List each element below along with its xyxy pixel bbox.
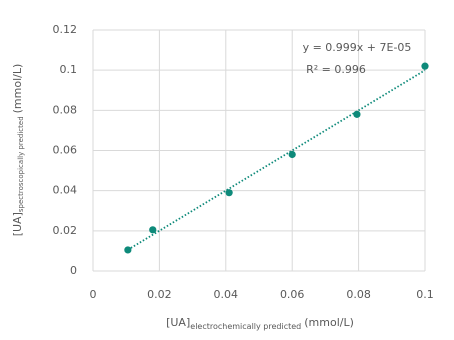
- x-tick-label: 0: [90, 288, 97, 301]
- y-tick-label: 0.06: [53, 144, 78, 157]
- data-point: [353, 110, 361, 118]
- x-label-sub: electrochemically predicted: [190, 322, 301, 331]
- y-tick-label: 0.08: [53, 103, 78, 116]
- x-tick-label: 0.08: [346, 288, 371, 301]
- y-label-main: [UA]: [11, 212, 24, 236]
- data-point: [149, 226, 157, 234]
- y-label-sub: spectroscopically predicted: [17, 116, 25, 212]
- y-tick-label: 0: [70, 264, 77, 277]
- data-point: [288, 150, 296, 159]
- x-axis-label: [UA]electrochemically predicted (mmol/L): [166, 316, 354, 331]
- y-tick-label: 0.12: [53, 23, 78, 36]
- y-tick-label: 0.04: [53, 184, 78, 197]
- x-tick-label: 0.02: [147, 288, 172, 301]
- y-tick-label: 0.1: [60, 63, 78, 76]
- x-tick-label: 0.04: [214, 288, 239, 301]
- y-tick-label: 0.02: [53, 224, 78, 237]
- y-axis-label: [UA]spectroscopically predicted (mmol/L): [11, 64, 25, 237]
- data-point: [225, 189, 233, 197]
- x-tick-label: 0.1: [416, 288, 434, 301]
- y-label-unit: (mmol/L): [11, 64, 24, 114]
- x-tick-label: 0.06: [280, 288, 305, 301]
- trendline: [127, 69, 426, 251]
- x-label-unit: (mmol/L): [304, 316, 354, 329]
- x-label-main: [UA]: [166, 316, 190, 329]
- r-squared: R² = 0.996: [306, 63, 366, 76]
- trend-equation: y = 0.999x + 7E-05: [303, 41, 412, 54]
- data-point: [124, 246, 132, 254]
- data-point: [421, 62, 429, 70]
